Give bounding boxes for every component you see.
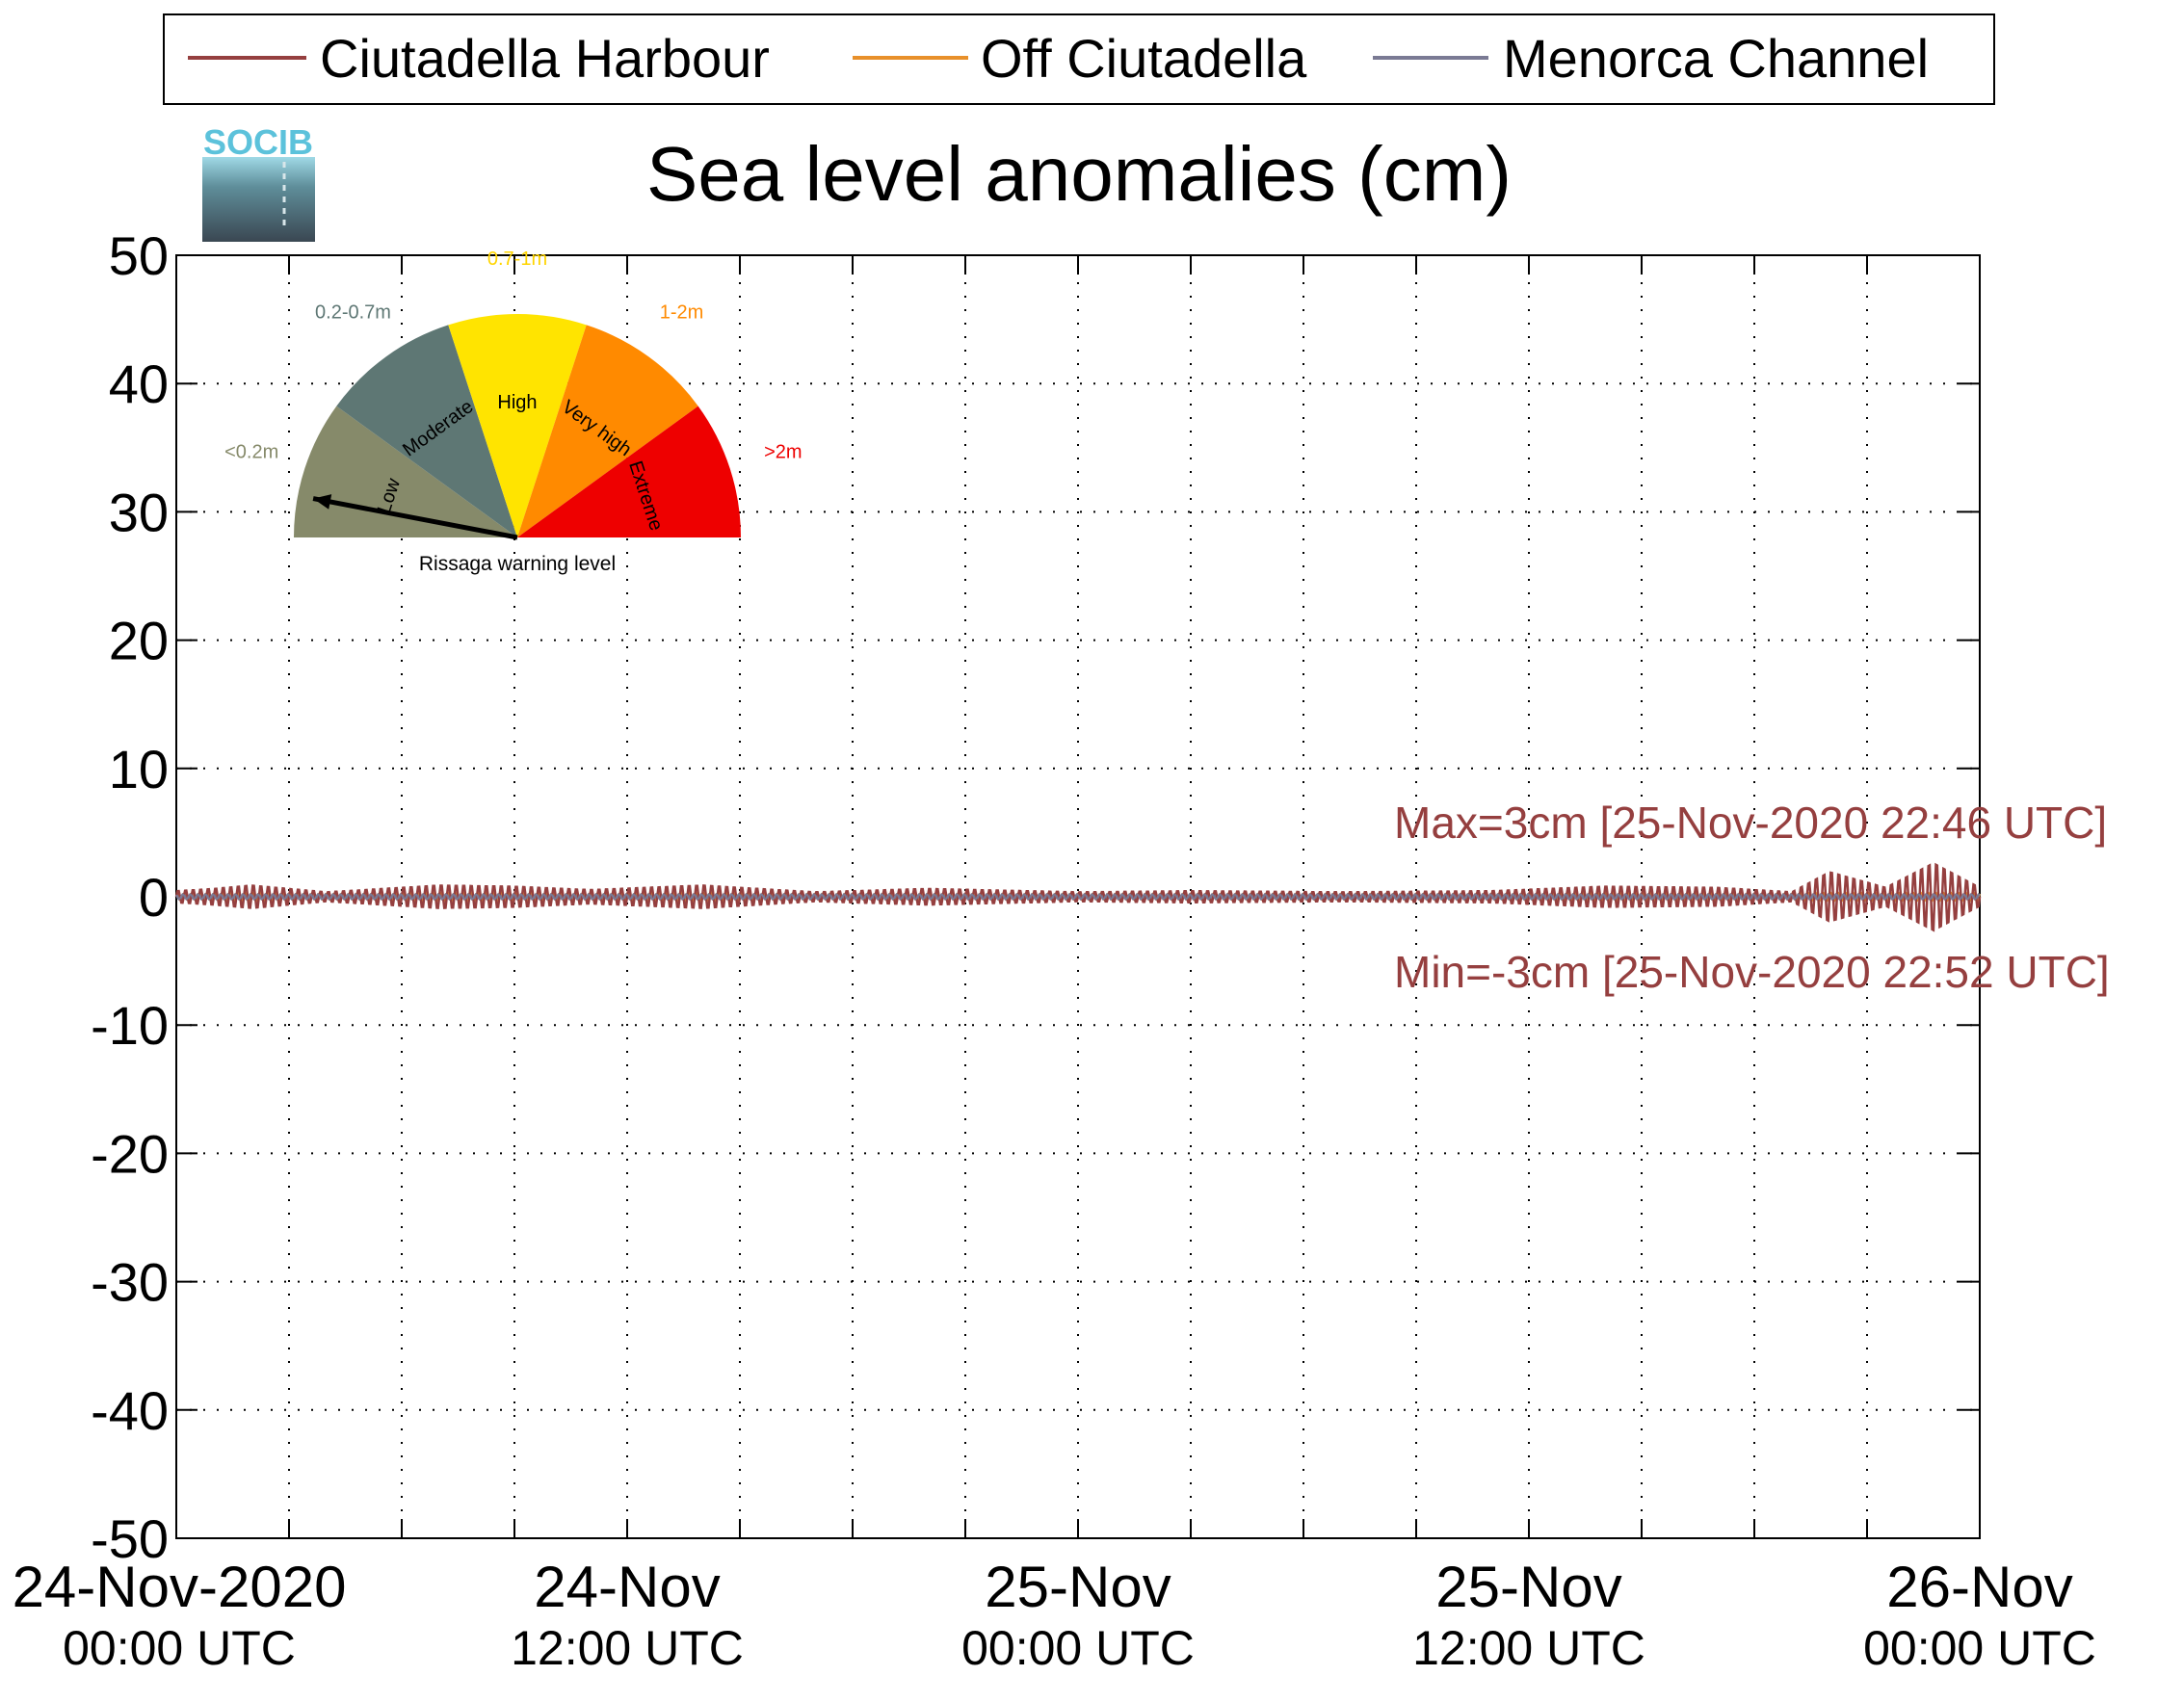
- y-tick-label: 10: [109, 739, 169, 799]
- gauge-range-moderate: 0.2-0.7m: [315, 301, 391, 323]
- x-tick-label-date: 25-Nov: [985, 1555, 1171, 1619]
- gauge-sector-extreme: [517, 406, 741, 537]
- y-tick-label: 40: [109, 353, 169, 414]
- legend-label-off-ciutadella: Off Ciutadella: [981, 28, 1307, 89]
- y-tick-label: 0: [139, 867, 169, 928]
- socib-logo-text: SOCIB: [203, 122, 313, 162]
- y-tick-label: -10: [91, 995, 169, 1056]
- legend-label-ciutadella-harbour: Ciutadella Harbour: [320, 28, 770, 89]
- y-tick-label: 30: [109, 482, 169, 542]
- legend: Ciutadella Harbour Off Ciutadella Menorc…: [163, 13, 1995, 105]
- gauge-sector-name-high: High: [497, 392, 537, 413]
- gauge-caption: Rissaga warning level: [419, 553, 616, 575]
- x-tick-label-date: 26-Nov: [1886, 1555, 2072, 1619]
- y-tick-label: -30: [91, 1252, 169, 1313]
- x-tick-label-time: 00:00 UTC: [63, 1621, 296, 1675]
- x-tick-label-date: 24-Nov-2020: [13, 1555, 347, 1619]
- gauge-needle: [312, 496, 518, 540]
- gauge-range-high: 0.7-1m: [487, 249, 547, 270]
- series-line-menorca-channel-top: [175, 893, 1981, 901]
- legend-entry-ciutadella-harbour: Ciutadella Harbour: [188, 28, 770, 89]
- y-axis: 50 40 30 20 10 0 -10 -20 -30 -40 -50: [91, 225, 1980, 1569]
- x-tick-label-date: 25-Nov: [1435, 1555, 1621, 1619]
- socib-logo: SOCIB: [202, 122, 315, 242]
- gauge-range-low: <0.2m: [224, 441, 278, 462]
- y-tick-label: -40: [91, 1380, 169, 1441]
- min-annotation: Min=-3cm [25-Nov-2020 22:52 UTC]: [1394, 947, 2110, 997]
- x-tick-label-time: 00:00 UTC: [1863, 1621, 2096, 1675]
- y-tick-label: 20: [109, 611, 169, 671]
- y-tick-label: -50: [91, 1508, 169, 1569]
- chart-title: Sea level anomalies (cm): [646, 131, 1512, 217]
- gauge-sector-high: [448, 314, 587, 537]
- max-annotation: Max=3cm [25-Nov-2020 22:46 UTC]: [1394, 798, 2107, 848]
- gauge-range-very-high: 1-2m: [660, 301, 704, 323]
- rissaga-warning-gauge: Rissaga warning level Low<0.2m Moderate0.…: [224, 249, 802, 575]
- gauge-needle-head: [313, 494, 332, 510]
- legend-label-menorca-channel: Menorca Channel: [1503, 28, 1929, 89]
- x-tick-label-date: 24-Nov: [534, 1555, 720, 1619]
- gauge-sector-moderate: [336, 325, 517, 537]
- y-tick-label: -20: [91, 1123, 169, 1184]
- gauge-range-extreme: >2m: [764, 441, 802, 462]
- legend-box: [163, 13, 1995, 105]
- gauge-sector-very-high: [517, 325, 698, 537]
- x-tick-label-time: 00:00 UTC: [961, 1621, 1195, 1675]
- legend-entry-off-ciutadella: Off Ciutadella: [853, 28, 1307, 89]
- series-layer: [174, 862, 1982, 932]
- y-tick-label: 50: [109, 225, 169, 286]
- x-tick-label-time: 12:00 UTC: [1412, 1621, 1645, 1675]
- socib-logo-mark: [202, 157, 315, 242]
- legend-entry-menorca-channel: Menorca Channel: [1373, 28, 1929, 89]
- x-tick-label-time: 12:00 UTC: [511, 1621, 744, 1675]
